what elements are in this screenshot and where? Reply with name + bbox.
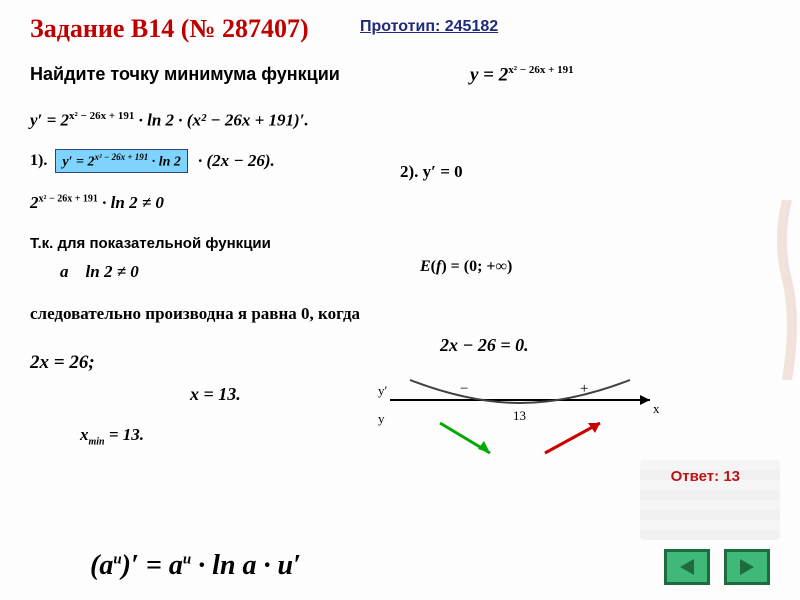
neq-line: 2x² − 26x + 191 · ln 2 ≠ 0 bbox=[30, 193, 770, 213]
a-ln-line: a ln 2 ≠ 0 bbox=[60, 262, 770, 282]
boxed-post: · ln 2 bbox=[148, 154, 181, 169]
deriv-exp: x² − 26x + 191 bbox=[69, 110, 134, 122]
boxed-pre: y′ = 2 bbox=[62, 154, 94, 169]
deriv-post: · ln 2 · (x² − 26x + 191)′. bbox=[134, 111, 308, 130]
conclusion-line: следовательно производна я равна 0, когд… bbox=[30, 304, 770, 324]
after-box: · (2x − 26). bbox=[198, 151, 275, 171]
xmin: xmin = 13. bbox=[80, 425, 144, 447]
ribbon-decoration bbox=[770, 200, 800, 380]
step1-label: 1). bbox=[30, 152, 47, 170]
ef-range: E(f) = (0; +∞) bbox=[420, 258, 512, 276]
step2-label: 2). y′ = 0 bbox=[400, 162, 463, 182]
diagram-x: x bbox=[653, 401, 660, 416]
arrow-left-icon bbox=[680, 559, 694, 575]
exponential-note: Т.к. для показательной функции bbox=[30, 235, 770, 252]
eq-2x26: 2x − 26 = 0. bbox=[440, 335, 529, 356]
boxed-expression: y′ = 2x² − 26x + 191 · ln 2 bbox=[55, 149, 188, 174]
task-title: Задание В14 (№ 287407) bbox=[30, 14, 309, 44]
nav-prev-button[interactable] bbox=[664, 549, 710, 585]
neq-exp: x² − 26x + 191 bbox=[39, 194, 98, 205]
big-formula: (au)′ = au · ln a · u′ bbox=[90, 550, 301, 582]
diagram-yprime: y′ bbox=[378, 383, 388, 398]
nav-next-button[interactable] bbox=[724, 549, 770, 585]
neq-pre: 2 bbox=[30, 193, 39, 212]
diagram-y: y bbox=[378, 411, 385, 426]
subtitle: Найдите точку минимума функции bbox=[30, 64, 770, 85]
diagram-minus: − bbox=[460, 381, 468, 397]
slide: Задание В14 (№ 287407) Прототип: 245182 … bbox=[0, 0, 800, 600]
diagram-plus: + bbox=[580, 381, 588, 397]
solve-x13: x = 13. bbox=[190, 384, 241, 405]
main-exp: x² − 26x + 191 bbox=[508, 64, 573, 76]
main-base: y = 2 bbox=[470, 64, 508, 85]
derivative-line: y′ = 2x² − 26x + 191 · ln 2 · (x² − 26x … bbox=[30, 110, 770, 131]
boxed-exp: x² − 26x + 191 bbox=[94, 152, 148, 162]
solve-2x: 2x = 26; bbox=[30, 352, 770, 374]
sign-diagram: y′ y − + 13 x bbox=[370, 375, 670, 465]
deriv-pre: y′ = 2 bbox=[30, 111, 69, 130]
prototype-link[interactable]: Прототип: 245182 bbox=[360, 18, 498, 36]
neq-post: · ln 2 ≠ 0 bbox=[98, 193, 164, 212]
books-decoration bbox=[640, 460, 780, 540]
arrow-right-icon bbox=[740, 559, 754, 575]
conclusion-text: следовательно производна я равна 0, когд… bbox=[30, 304, 360, 323]
diagram-point: 13 bbox=[513, 408, 526, 423]
main-function: y = 2x² − 26x + 191 bbox=[470, 64, 574, 86]
